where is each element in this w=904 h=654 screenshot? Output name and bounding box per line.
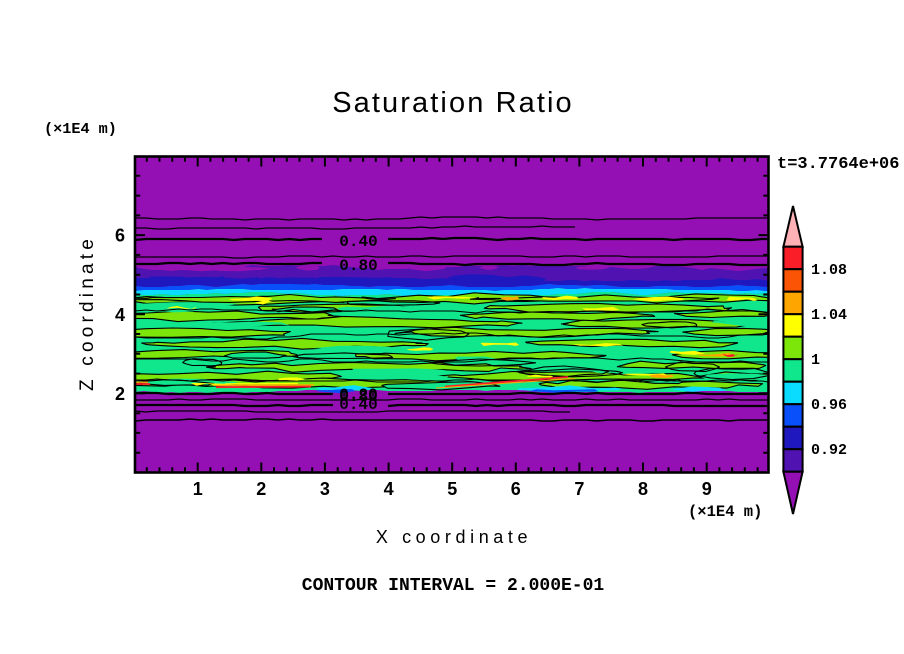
svg-text:9: 9 (702, 479, 712, 499)
svg-text:0.92: 0.92 (811, 442, 847, 459)
svg-text:1: 1 (811, 352, 820, 369)
svg-text:0.96: 0.96 (811, 397, 847, 414)
svg-text:1: 1 (193, 479, 203, 499)
svg-text:CONTOUR INTERVAL = 2.000E-01: CONTOUR INTERVAL = 2.000E-01 (302, 576, 605, 596)
svg-text:(×1E4 m): (×1E4 m) (44, 120, 117, 138)
svg-text:Saturation Ratio: Saturation Ratio (332, 87, 574, 119)
svg-text:6: 6 (115, 226, 125, 246)
svg-text:4: 4 (384, 479, 394, 499)
svg-text:0.40: 0.40 (339, 233, 377, 251)
svg-text:2: 2 (115, 384, 125, 404)
svg-text:1.08: 1.08 (811, 262, 847, 279)
svg-text:6: 6 (511, 479, 521, 499)
svg-text:Z coordinate: Z coordinate (77, 235, 98, 391)
svg-text:1.04: 1.04 (811, 307, 847, 324)
svg-text:0.20: 0.20 (339, 386, 377, 404)
svg-text:4: 4 (115, 305, 125, 325)
svg-text:7: 7 (574, 479, 584, 499)
svg-text:0.80: 0.80 (339, 257, 377, 275)
svg-text:X coordinate: X coordinate (376, 527, 532, 547)
svg-text:t=3.7764e+06: t=3.7764e+06 (777, 155, 899, 174)
svg-text:2: 2 (256, 479, 266, 499)
svg-text:8: 8 (638, 479, 648, 499)
svg-text:0.80: 0.80 (339, 388, 377, 406)
svg-text:3: 3 (320, 479, 330, 499)
svg-text:0.40: 0.40 (339, 396, 377, 414)
svg-text:(×1E4 m): (×1E4 m) (688, 503, 762, 521)
svg-text:5: 5 (447, 479, 457, 499)
